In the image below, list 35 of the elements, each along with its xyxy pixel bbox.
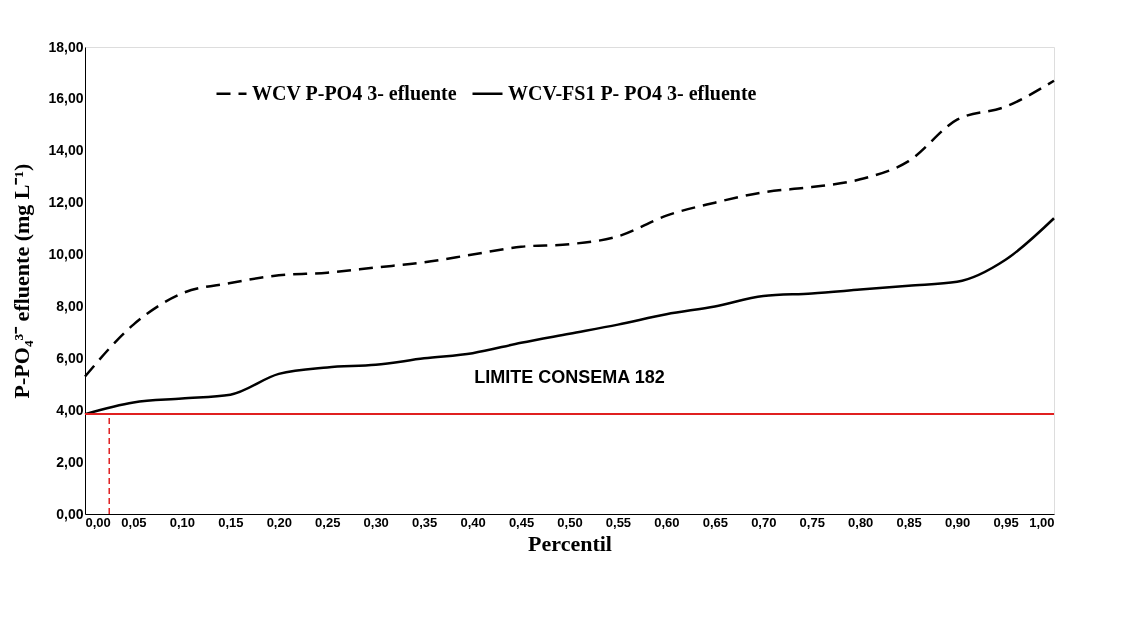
y-tick-label: 16,00 <box>48 90 84 107</box>
x-tick-label: 0,45 <box>508 514 535 530</box>
y-tick-label: 6,00 <box>56 349 84 366</box>
x-tick-label: 0,05 <box>121 514 147 530</box>
x-tick-label: 0,20 <box>266 514 292 530</box>
x-tick-label: 0,65 <box>702 514 729 530</box>
x-tick-label: 0,40 <box>460 514 486 530</box>
y-tick-label: 10,00 <box>48 246 84 263</box>
x-tick-label: 0,70 <box>751 514 777 530</box>
x-tick-label: 0,00 <box>85 514 111 530</box>
x-tick-label: 0,75 <box>799 514 825 530</box>
y-tick-label: 4,00 <box>56 401 84 418</box>
x-tick-label: 0,60 <box>654 514 680 530</box>
y-axis-title: P-PO₄³⁻ efluente (mg L⁻¹) <box>9 163 35 399</box>
x-tick-label: 0,95 <box>993 514 1019 530</box>
x-tick-label: 1,00 <box>1029 514 1055 530</box>
x-tick-label: 0,35 <box>411 514 438 530</box>
x-tick-label: 0,25 <box>315 514 341 530</box>
x-tick-label: 0,90 <box>944 514 971 530</box>
y-tick-label: 14,00 <box>48 142 84 159</box>
x-tick-label: 0,85 <box>896 514 922 530</box>
x-tick-label: 0,30 <box>363 514 389 530</box>
legend-label: WCV-FS1 P- PO4 3- efluente <box>508 81 757 104</box>
x-tick-label: 0,55 <box>605 514 632 530</box>
y-tick-label: 2,00 <box>56 453 84 470</box>
ref-line-label: LIMITE CONSEMA 182 <box>474 367 665 388</box>
x-tick-label: 0,80 <box>848 514 874 530</box>
y-tick-label: 8,00 <box>56 297 84 314</box>
x-tick-label: 0,10 <box>169 514 196 530</box>
x-tick-label: 0,50 <box>557 514 583 530</box>
legend-label: WCV P-PO4 3- efluente <box>252 81 457 104</box>
y-tick-label: 18,00 <box>48 38 84 55</box>
x-axis-title: Percentil <box>528 530 612 556</box>
y-tick-label: 12,00 <box>48 194 84 211</box>
x-tick-label: 0,15 <box>218 514 244 530</box>
